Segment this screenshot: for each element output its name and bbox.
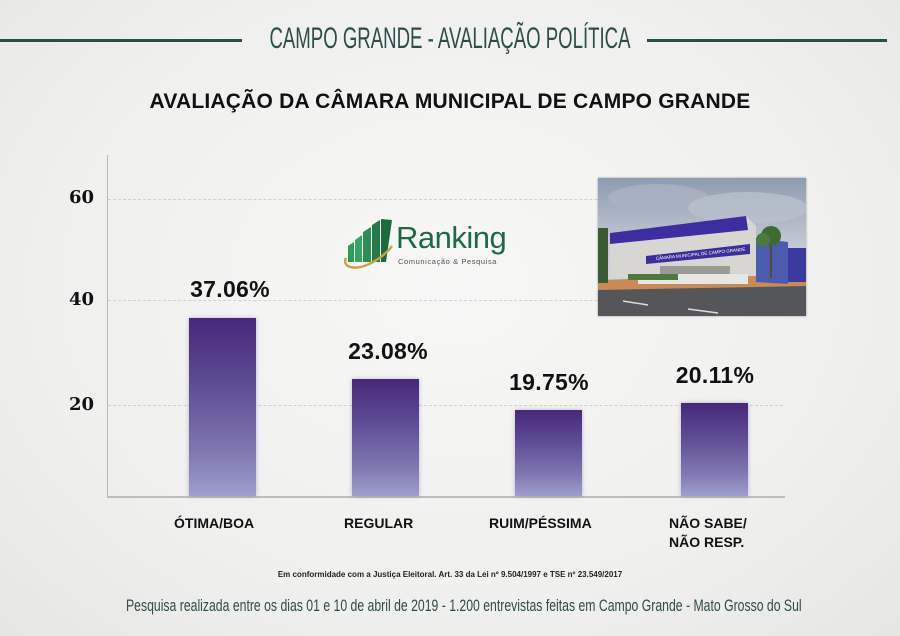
value-label-ruim-pessima: 19.75% bbox=[509, 369, 589, 395]
category-label-text: REGULAR bbox=[344, 515, 414, 531]
gridline-20 bbox=[108, 405, 783, 406]
category-label-text-line2: NÃO RESP. bbox=[669, 534, 745, 550]
logo-tagline: Comunicação & Pesquisa bbox=[398, 257, 498, 266]
y-tick-40: 40 bbox=[68, 289, 94, 310]
category-label-text: NÃO SABE/ bbox=[669, 515, 747, 531]
header-line-right bbox=[647, 39, 887, 42]
value-label-nao-sabe: 20.11% bbox=[675, 362, 755, 388]
bar-ruim-pessima bbox=[515, 410, 582, 496]
value-label-regular: 23.08% bbox=[348, 338, 428, 364]
y-axis bbox=[107, 155, 108, 497]
category-label-nao-sabe: NÃO SABE/ NÃO RESP. bbox=[669, 514, 819, 552]
bar-regular bbox=[352, 379, 419, 496]
page-title: CAMPO GRANDE - AVALIAÇÃO POLÍTICA bbox=[269, 22, 631, 55]
camara-building-photo: CÂMARA MUNICIPAL DE CAMPO GRANDE bbox=[598, 178, 806, 316]
category-label-text: RUIM/PÉSSIMA bbox=[489, 515, 592, 531]
building-illustration: CÂMARA MUNICIPAL DE CAMPO GRANDE bbox=[598, 178, 806, 316]
gridline-40 bbox=[108, 300, 783, 301]
survey-note: Pesquisa realizada entre os dias 01 e 10… bbox=[126, 596, 802, 615]
y-tick-60: 60 bbox=[68, 187, 94, 208]
category-label-text: ÓTIMA/BOA bbox=[174, 515, 255, 531]
header-line-left bbox=[0, 39, 242, 42]
category-label-otima-boa: ÓTIMA/BOA bbox=[174, 514, 324, 533]
category-label-regular: REGULAR bbox=[344, 514, 494, 533]
gridline-60 bbox=[108, 199, 783, 200]
bar-otima-boa bbox=[189, 318, 256, 496]
ranking-logo: Ranking Comunicação & Pesquisa bbox=[340, 218, 520, 270]
logo-wordmark: Ranking bbox=[396, 220, 507, 255]
value-label-otima-boa: 37.06% bbox=[190, 276, 270, 302]
legal-notice: Em conformidade com a Justiça Eleitoral.… bbox=[277, 570, 623, 579]
bar-nao-sabe bbox=[681, 403, 748, 496]
bar-chart-swoosh-icon bbox=[343, 219, 393, 269]
chart-title: AVALIAÇÃO DA CÂMARA MUNICIPAL DE CAMPO G… bbox=[149, 90, 751, 113]
category-label-ruim-pessima: RUIM/PÉSSIMA bbox=[489, 514, 639, 533]
x-axis bbox=[107, 496, 785, 498]
y-tick-20: 20 bbox=[68, 394, 94, 415]
